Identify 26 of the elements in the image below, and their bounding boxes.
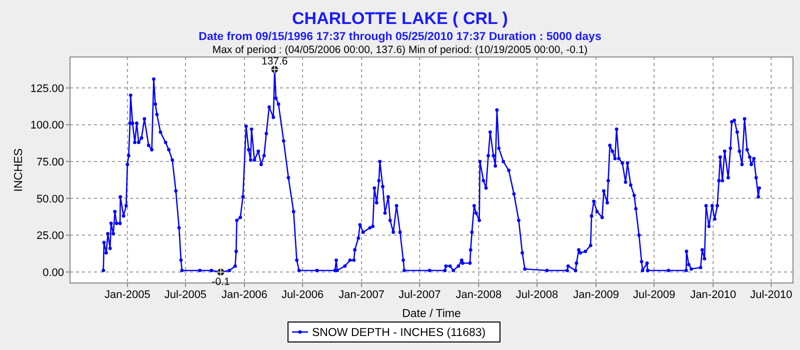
x-tick-label: Jan-2010 [690, 289, 736, 301]
y-axis-title: INCHES [13, 148, 25, 192]
y-tick-label: 50.00 [36, 193, 64, 206]
chart-title: CHARLOTTE LAKE ( CRL ) [292, 9, 508, 28]
text: Max of period : (04/05/2006 00:00, 137.6) Min of period: (10/19/2005 00:00, -0.1) [212, 44, 588, 56]
x-tick-label: Jan-2007 [338, 289, 385, 301]
x-tick-label: Jan-2009 [573, 289, 619, 301]
x-tick-label: Jan-2005 [104, 289, 150, 301]
x-tick-label: Jan-2006 [222, 289, 268, 301]
y-tick-label: 75.00 [36, 156, 64, 169]
y-tick-label: 0.00 [42, 266, 64, 279]
annotation: -0.1 [212, 276, 230, 288]
chart-subtitle: Date from 09/15/1996 17:37 through 05/25/2010 17:37 Duration : 5000 days [198, 31, 602, 43]
x-tick-label: Jul-2010 [750, 289, 792, 301]
y-tick-label: 25.00 [36, 230, 64, 242]
x-axis-title: Date / Time [402, 308, 461, 320]
x-tick-label: Jul-2005 [164, 289, 207, 301]
x-tick-label: Jul-2007 [398, 289, 441, 301]
legend-label: SNOW DEPTH - INCHES (11683) [312, 327, 486, 339]
x-tick-label: Jul-2006 [281, 289, 324, 301]
x-tick-label: Jul-2008 [516, 289, 558, 301]
y-tick-label: 100.00 [30, 120, 64, 132]
annotation: 137.6 [262, 55, 288, 68]
y-tick-label: 125.00 [30, 82, 64, 95]
x-tick-label: Jan-2008 [456, 289, 502, 301]
x-tick-label: Jul-2009 [633, 289, 676, 301]
